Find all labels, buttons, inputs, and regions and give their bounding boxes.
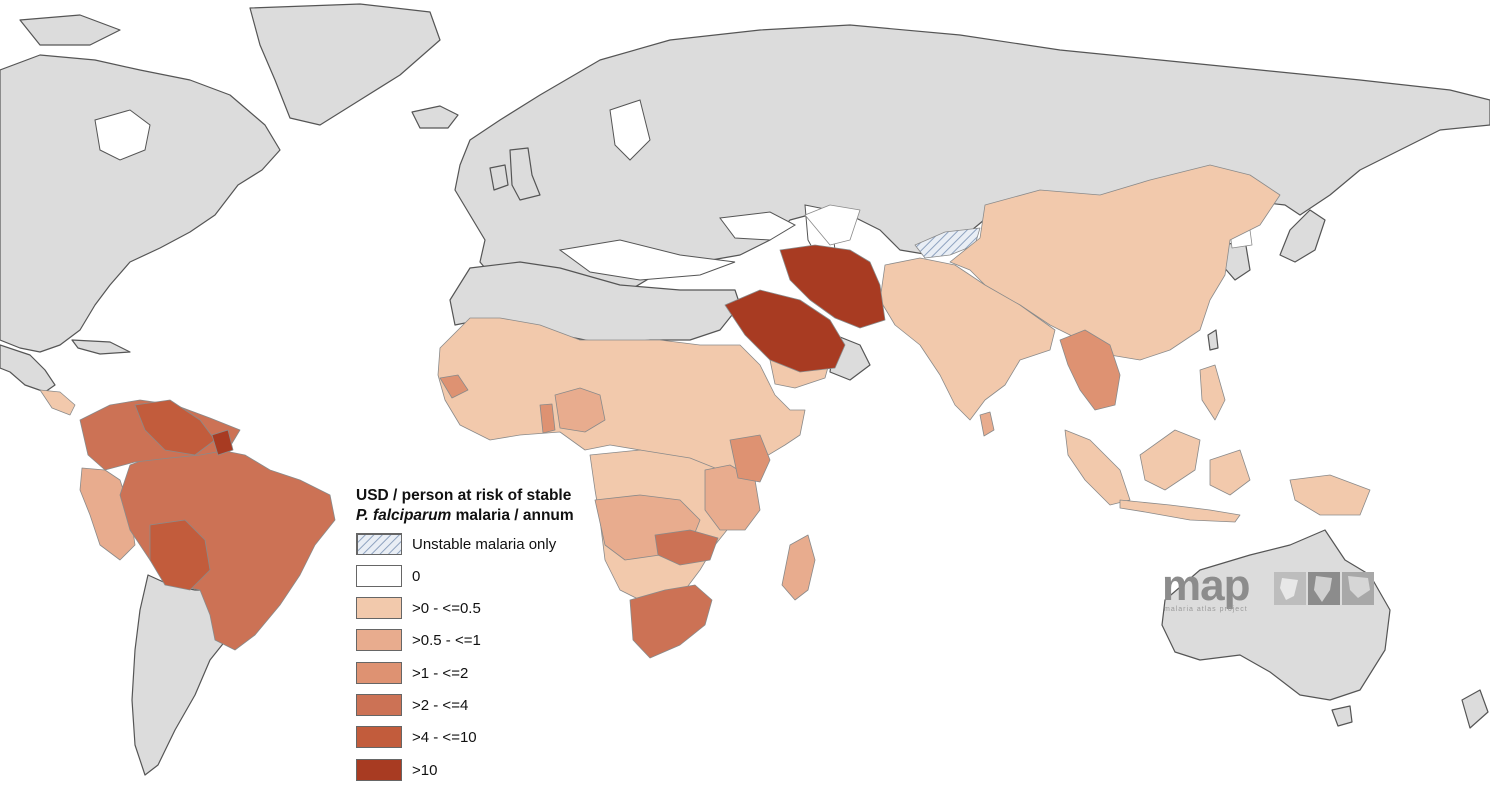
- region-se-asia-islands: [1064, 429, 1131, 506]
- legend-swatch: [356, 726, 402, 748]
- japan: [1279, 209, 1326, 263]
- legend-label: Unstable malaria only: [412, 535, 557, 553]
- region-south-asia: [879, 257, 1056, 421]
- legend-item: 0: [356, 564, 420, 588]
- region-saudi-arabia: [724, 289, 846, 373]
- map-logo: map malaria atlas project: [1162, 566, 1374, 613]
- mediterranean: [558, 239, 736, 281]
- region-sri-lanka: [979, 411, 995, 437]
- region-south-africa: [629, 584, 713, 659]
- legend-label: >0 - <=0.5: [412, 599, 481, 617]
- legend-item-unstable: Unstable malaria only: [356, 532, 556, 556]
- legend-label: >2 - <=4: [412, 696, 469, 714]
- region-sulawesi-new-guinea: [1209, 449, 1371, 516]
- legend-item: >2 - <=4: [356, 693, 468, 717]
- class-over-10: [211, 244, 886, 456]
- region-senegal: [439, 374, 469, 399]
- region-ghana: [539, 403, 556, 434]
- greenland: [249, 3, 441, 126]
- legend-label: 0: [412, 567, 421, 585]
- region-nigeria: [554, 387, 606, 433]
- legend: USD / person at risk of stable P. falcip…: [356, 486, 616, 781]
- iceland: [411, 105, 459, 129]
- baltic-sea: [609, 99, 651, 161]
- hudson-bay: [94, 109, 151, 161]
- legend-title: USD / person at risk of stable P. falcip…: [356, 486, 616, 526]
- legend-swatch: [356, 759, 402, 781]
- new-zealand: [1461, 689, 1489, 729]
- region-philippines: [1199, 364, 1226, 421]
- legend-label: >1 - <=2: [412, 664, 469, 682]
- class-0-0.5: [39, 164, 1371, 603]
- region-china: [949, 164, 1281, 361]
- class-2-4: [79, 399, 719, 659]
- legend-swatch-hatched: [356, 533, 402, 555]
- great-britain: [509, 147, 541, 201]
- north-america: [0, 54, 281, 353]
- region-zero-central-asia: [804, 204, 861, 246]
- legend-label: >4 - <=10: [412, 728, 477, 746]
- region-guyana-venezuela: [134, 399, 216, 456]
- legend-swatch: [356, 694, 402, 716]
- region-sahel-west-africa: [437, 317, 806, 471]
- black-sea: [719, 211, 797, 241]
- legend-title-species: P. falciparum: [356, 507, 452, 524]
- region-bolivia: [149, 519, 211, 591]
- ireland: [489, 164, 509, 191]
- region-java-timor: [1119, 499, 1241, 523]
- region-mozambique: [654, 529, 719, 566]
- tasmania: [1331, 705, 1353, 727]
- mexico: [0, 344, 56, 393]
- legend-swatch: [356, 662, 402, 684]
- legend-item: >0.5 - <=1: [356, 628, 481, 652]
- legend-item: >1 - <=2: [356, 661, 468, 685]
- legend-item: >10: [356, 758, 437, 782]
- legend-title-line1: USD / person at risk of stable: [356, 487, 572, 504]
- logo-subtitle: malaria atlas project: [1164, 606, 1248, 613]
- land-no-data: [0, 3, 1490, 776]
- legend-title-line2: P. falciparum malaria / annum: [356, 506, 616, 526]
- region-iran: [779, 244, 886, 329]
- class-1-2: [439, 329, 1121, 483]
- class-4-10: [134, 399, 216, 591]
- taiwan: [1207, 329, 1219, 351]
- legend-item: >4 - <=10: [356, 725, 477, 749]
- legend-swatch: [356, 629, 402, 651]
- region-borneo: [1139, 429, 1201, 491]
- region-thailand-myanmar: [1059, 329, 1121, 411]
- region-tanzania-kenya: [704, 464, 761, 531]
- legend-swatch: [356, 565, 402, 587]
- region-east-africa: [729, 434, 771, 483]
- cuba: [71, 339, 131, 355]
- region-central-america: [39, 389, 76, 416]
- legend-label: >10: [412, 761, 438, 779]
- legend-label: >0.5 - <=1: [412, 631, 481, 649]
- legend-item: >0 - <=0.5: [356, 596, 481, 620]
- region-madagascar: [781, 534, 816, 601]
- logo-text: map: [1162, 566, 1250, 610]
- legend-swatch: [356, 597, 402, 619]
- region-french-guiana: [211, 429, 234, 456]
- legend-title-rest: malaria / annum: [451, 507, 574, 524]
- arctic-archipelago: [19, 14, 121, 46]
